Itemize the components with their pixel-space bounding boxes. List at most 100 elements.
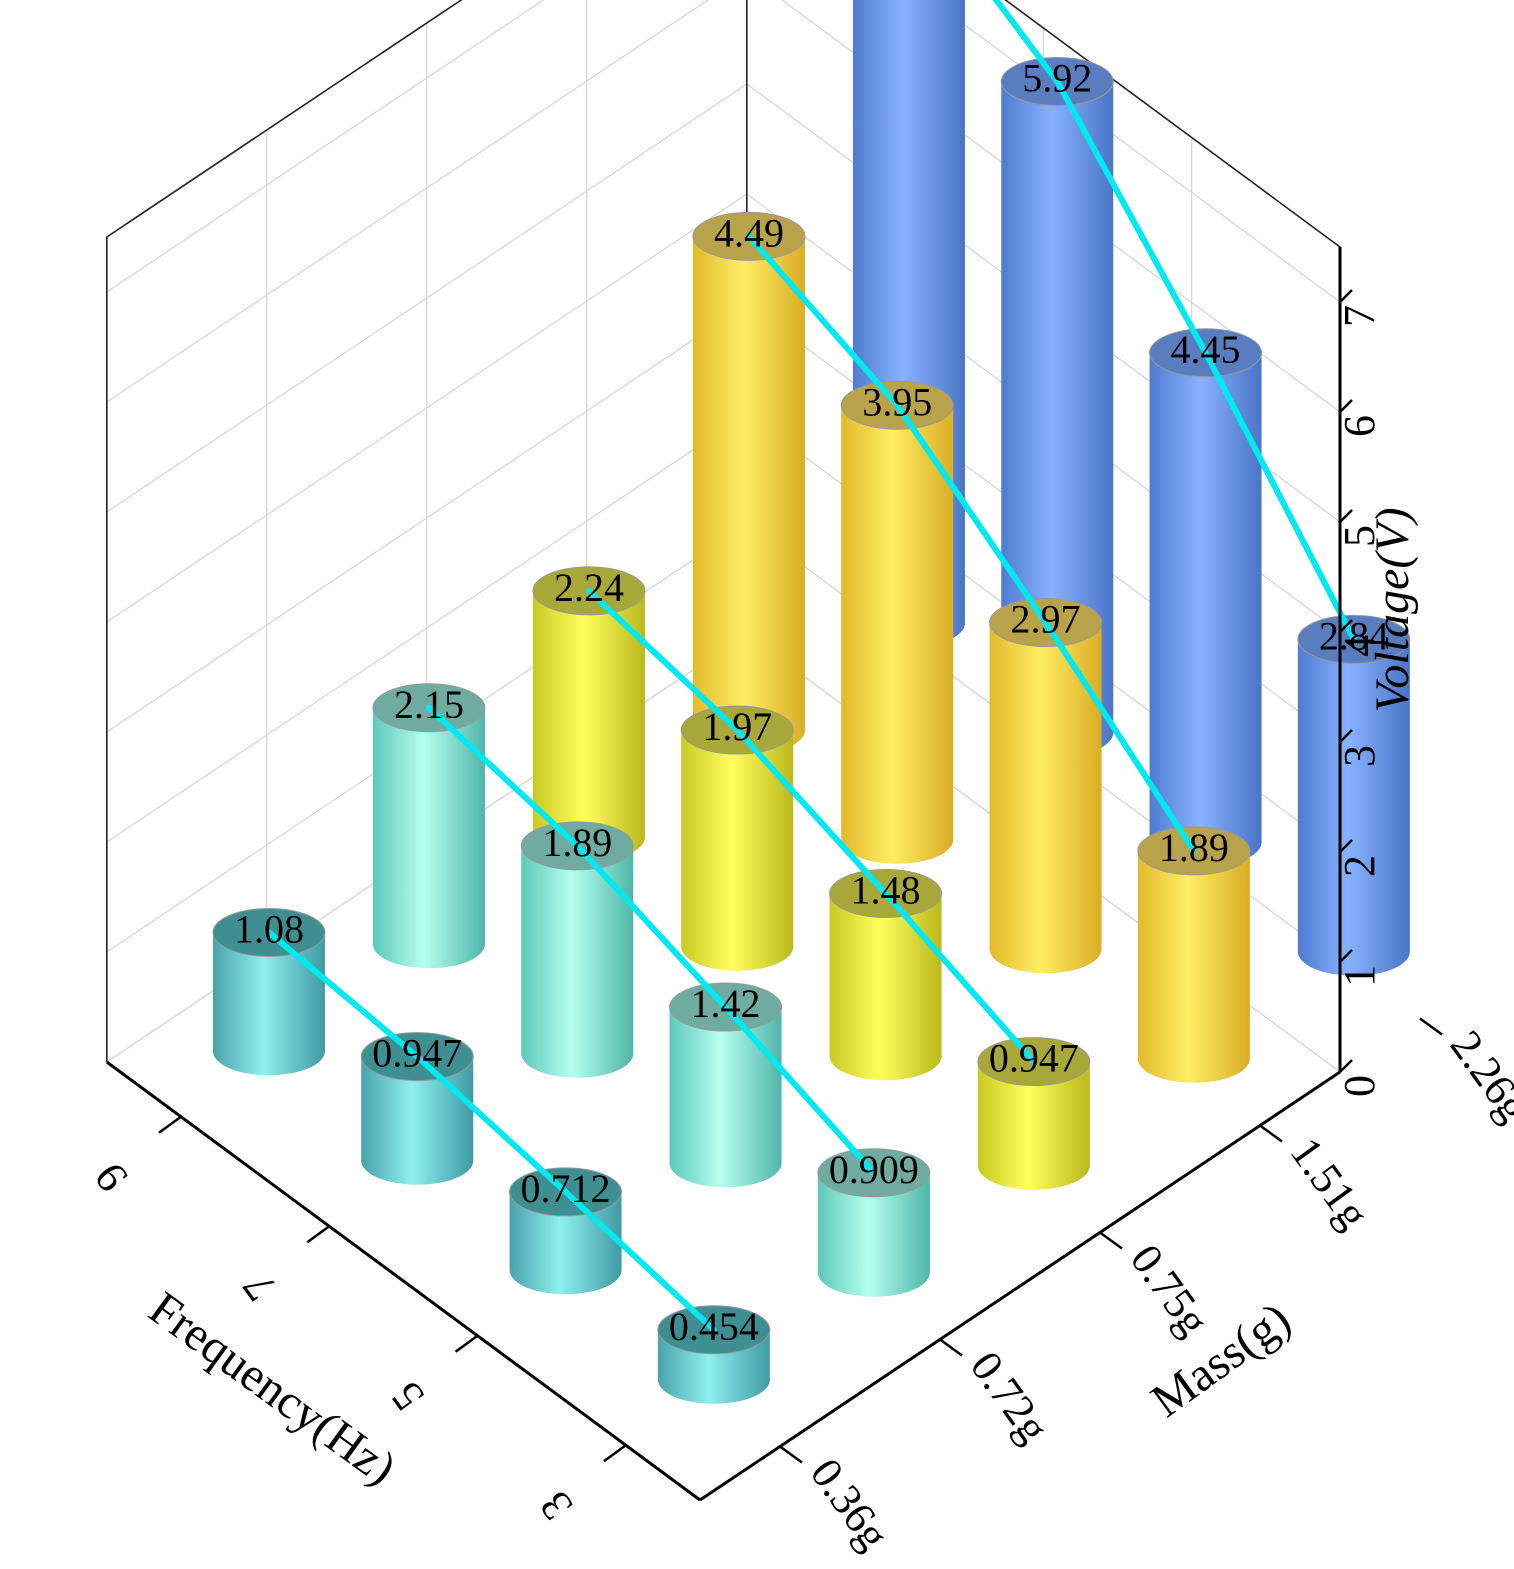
bar-cylinder bbox=[977, 1037, 1091, 1190]
voltage-tick-label: 4 bbox=[1335, 635, 1384, 657]
data-label: 0.454 bbox=[669, 1304, 759, 1349]
grid-line-z bbox=[106, 0, 1341, 413]
bar-body bbox=[521, 845, 634, 1078]
trend-line-segment bbox=[722, 1004, 877, 1176]
voltage-tick bbox=[1339, 729, 1353, 743]
trend-line-segment bbox=[882, 890, 1037, 1065]
voltage-axis-title: Voltage(V) bbox=[1366, 507, 1419, 712]
bar-cylinder bbox=[817, 1148, 931, 1297]
data-label: 1.48 bbox=[851, 867, 921, 912]
voltage-tick-label: 5 bbox=[1335, 525, 1384, 547]
mass-axis-line bbox=[699, 1070, 1341, 1502]
trend-line-segment bbox=[1202, 349, 1357, 643]
trend-line-segment bbox=[1054, 78, 1209, 356]
data-label: 1.89 bbox=[542, 820, 612, 865]
trend-line-segment bbox=[414, 1053, 569, 1195]
bar-body bbox=[841, 405, 954, 864]
data-label: 4.49 bbox=[714, 210, 784, 255]
trend-lines bbox=[265, 0, 1357, 1333]
frequency-tick-label: 3 bbox=[530, 1482, 583, 1529]
data-labels: 1.08 0.947 0.712 0.454 2.15 1.89 1.42 0.909 2.24… bbox=[234, 56, 1389, 1349]
bar-body bbox=[361, 1056, 474, 1185]
trend-line-segment bbox=[574, 842, 729, 1011]
bar-body bbox=[1137, 850, 1250, 1083]
voltage-tick-label: 1 bbox=[1335, 965, 1384, 987]
voltage-tick bbox=[1339, 1059, 1353, 1073]
mass-tick bbox=[939, 1338, 963, 1357]
bar-cylinder bbox=[692, 211, 806, 755]
mass-tick-label: 2.26g bbox=[1441, 1022, 1514, 1131]
voltage-tick bbox=[1339, 399, 1353, 413]
trend-line-segment bbox=[992, 0, 1061, 85]
trend-line-segment bbox=[562, 1188, 717, 1333]
bar-body bbox=[669, 1007, 782, 1188]
trend-line-segment bbox=[265, 929, 421, 1060]
frequency-tick-label: 7 bbox=[233, 1263, 286, 1310]
data-label: 0.947 bbox=[989, 1036, 1079, 1081]
data-label: 2.97 bbox=[1011, 597, 1081, 642]
data-label: 5.92 bbox=[1022, 56, 1092, 101]
chart-bars bbox=[212, 0, 1411, 1404]
voltage-tick bbox=[1339, 509, 1353, 523]
bar-body bbox=[212, 932, 325, 1076]
trend-line-segment bbox=[1042, 619, 1197, 854]
frequency-tick-label: 5 bbox=[382, 1373, 435, 1420]
trend-line-segment bbox=[734, 727, 889, 897]
frequency-tick bbox=[454, 1334, 479, 1353]
data-label: 1.89 bbox=[1159, 825, 1229, 870]
mass-tick bbox=[1259, 1124, 1283, 1143]
bar-body bbox=[692, 236, 805, 755]
data-label: 0.947 bbox=[372, 1031, 462, 1076]
voltage-tick-label: 0 bbox=[1335, 1075, 1384, 1097]
data-label: 2.15 bbox=[394, 682, 464, 727]
bar-cylinder bbox=[989, 598, 1103, 974]
trend-line-segment bbox=[894, 402, 1049, 626]
bar-body bbox=[1297, 639, 1410, 976]
voltage-tick bbox=[1339, 619, 1353, 633]
mass-tick bbox=[1099, 1231, 1123, 1250]
data-label: 1.08 bbox=[234, 906, 304, 951]
frequency-axis-title: Frequency(Hz) bbox=[139, 1282, 405, 1496]
mass-tick-label: 0.36g bbox=[801, 1450, 899, 1559]
grid-line-z bbox=[106, 0, 1341, 303]
mass-tick bbox=[779, 1445, 803, 1464]
bar-body bbox=[532, 590, 645, 862]
mass-tick-label: 1.51g bbox=[1281, 1129, 1379, 1238]
mass-tick-label: 0.72g bbox=[961, 1343, 1059, 1452]
trend-line-segment bbox=[585, 587, 741, 734]
bar-body bbox=[977, 1061, 1090, 1190]
data-label: 4.45 bbox=[1171, 327, 1241, 372]
data-label: 0.909 bbox=[829, 1147, 919, 1192]
voltage-tick bbox=[1339, 839, 1353, 853]
frequency-axis-line bbox=[105, 1060, 701, 1502]
frequency-tick-label: 9 bbox=[85, 1154, 138, 1201]
voltage-tick-label: 2 bbox=[1335, 855, 1384, 877]
bar-cylinder bbox=[1149, 328, 1263, 867]
bar-cylinder bbox=[840, 380, 954, 864]
trend-line-segment bbox=[745, 233, 901, 409]
bar-body bbox=[989, 622, 1102, 974]
mass-tick-label: 0.75g bbox=[1121, 1236, 1219, 1345]
bar-cylinder bbox=[532, 566, 646, 862]
trend-line-segment bbox=[425, 704, 581, 849]
data-label: 2.24 bbox=[554, 565, 624, 610]
bar-body bbox=[372, 707, 485, 969]
data-label: 3.95 bbox=[862, 379, 932, 424]
data-label: 1.97 bbox=[702, 704, 772, 749]
bar-body bbox=[817, 1172, 930, 1297]
data-label: 0.712 bbox=[521, 1166, 611, 1211]
voltage-tick bbox=[1339, 289, 1353, 303]
mass-tick bbox=[1419, 1017, 1443, 1036]
data-label: 1.42 bbox=[691, 981, 761, 1026]
voltage-tick-label: 7 bbox=[1335, 305, 1384, 327]
bar-body bbox=[1149, 352, 1262, 867]
bar-body bbox=[681, 730, 794, 971]
bar-body bbox=[829, 893, 942, 1081]
frequency-tick bbox=[603, 1444, 627, 1463]
frequency-tick bbox=[306, 1225, 330, 1244]
voltage-tick bbox=[1339, 949, 1353, 963]
frequency-tick bbox=[158, 1115, 182, 1134]
data-label: 2.84 bbox=[1319, 613, 1389, 658]
voltage-tick-label: 6 bbox=[1335, 415, 1384, 437]
